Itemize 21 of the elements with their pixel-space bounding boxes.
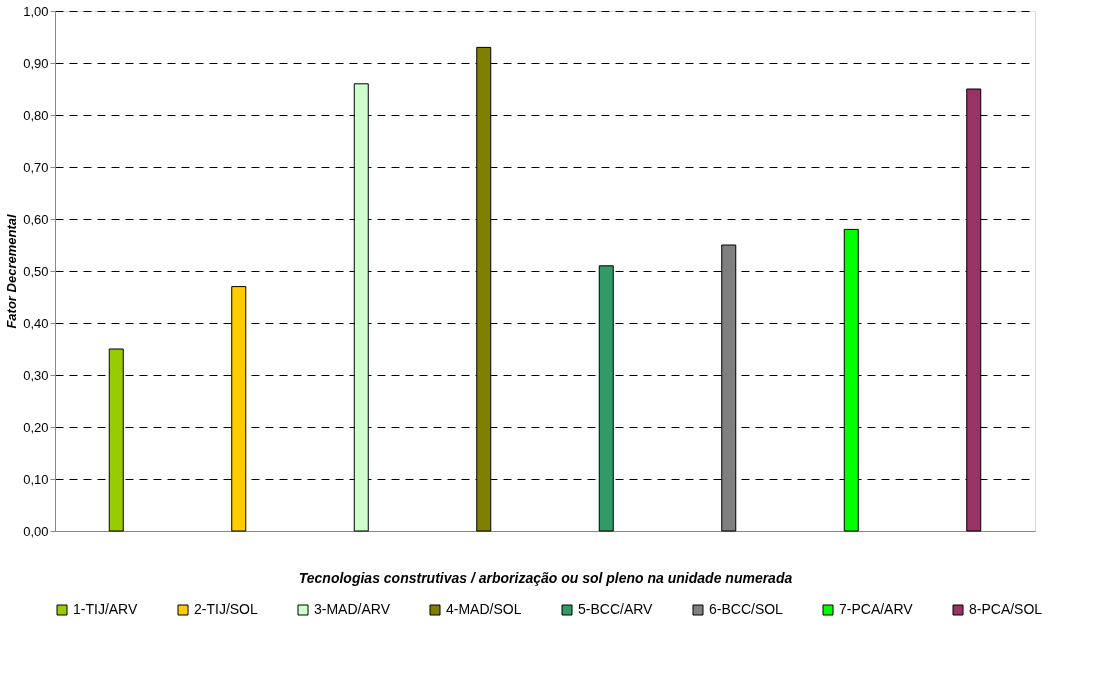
y-tick-label: 0,40 (23, 315, 49, 331)
y-tick-label: 0,60 (23, 211, 49, 227)
y-tick-label: 0,20 (23, 419, 49, 435)
legend-label: 5-BCC/ARV (578, 601, 654, 617)
legend-label: 3-MAD/ARV (314, 601, 391, 617)
legend-label: 4-MAD/SOL (446, 601, 522, 617)
legend-label: 8-PCA/SOL (969, 601, 1043, 617)
y-tick-label: 0,00 (23, 523, 49, 539)
y-tick-label: 0,90 (23, 55, 49, 71)
y-axis-title: Fator Decremental (4, 214, 20, 329)
legend-label: 7-PCA/ARV (839, 601, 914, 617)
y-tick-label: 0,30 (23, 367, 49, 383)
y-tick-label: 0,80 (23, 107, 49, 123)
x-axis-title: Tecnologias construtivas / arborização ou sol pleno na unidade numerada (298, 569, 793, 586)
y-tick-label: 1,00 (23, 3, 49, 19)
y-tick-label: 0,70 (23, 159, 49, 175)
y-tick-label: 0,10 (23, 471, 49, 487)
y-tick-label: 0,50 (23, 263, 49, 279)
legend-label: 1-TIJ/ARV (73, 601, 138, 617)
legend-label: 2-TIJ/SOL (194, 601, 259, 617)
legend-label: 6-BCC/SOL (709, 601, 784, 617)
